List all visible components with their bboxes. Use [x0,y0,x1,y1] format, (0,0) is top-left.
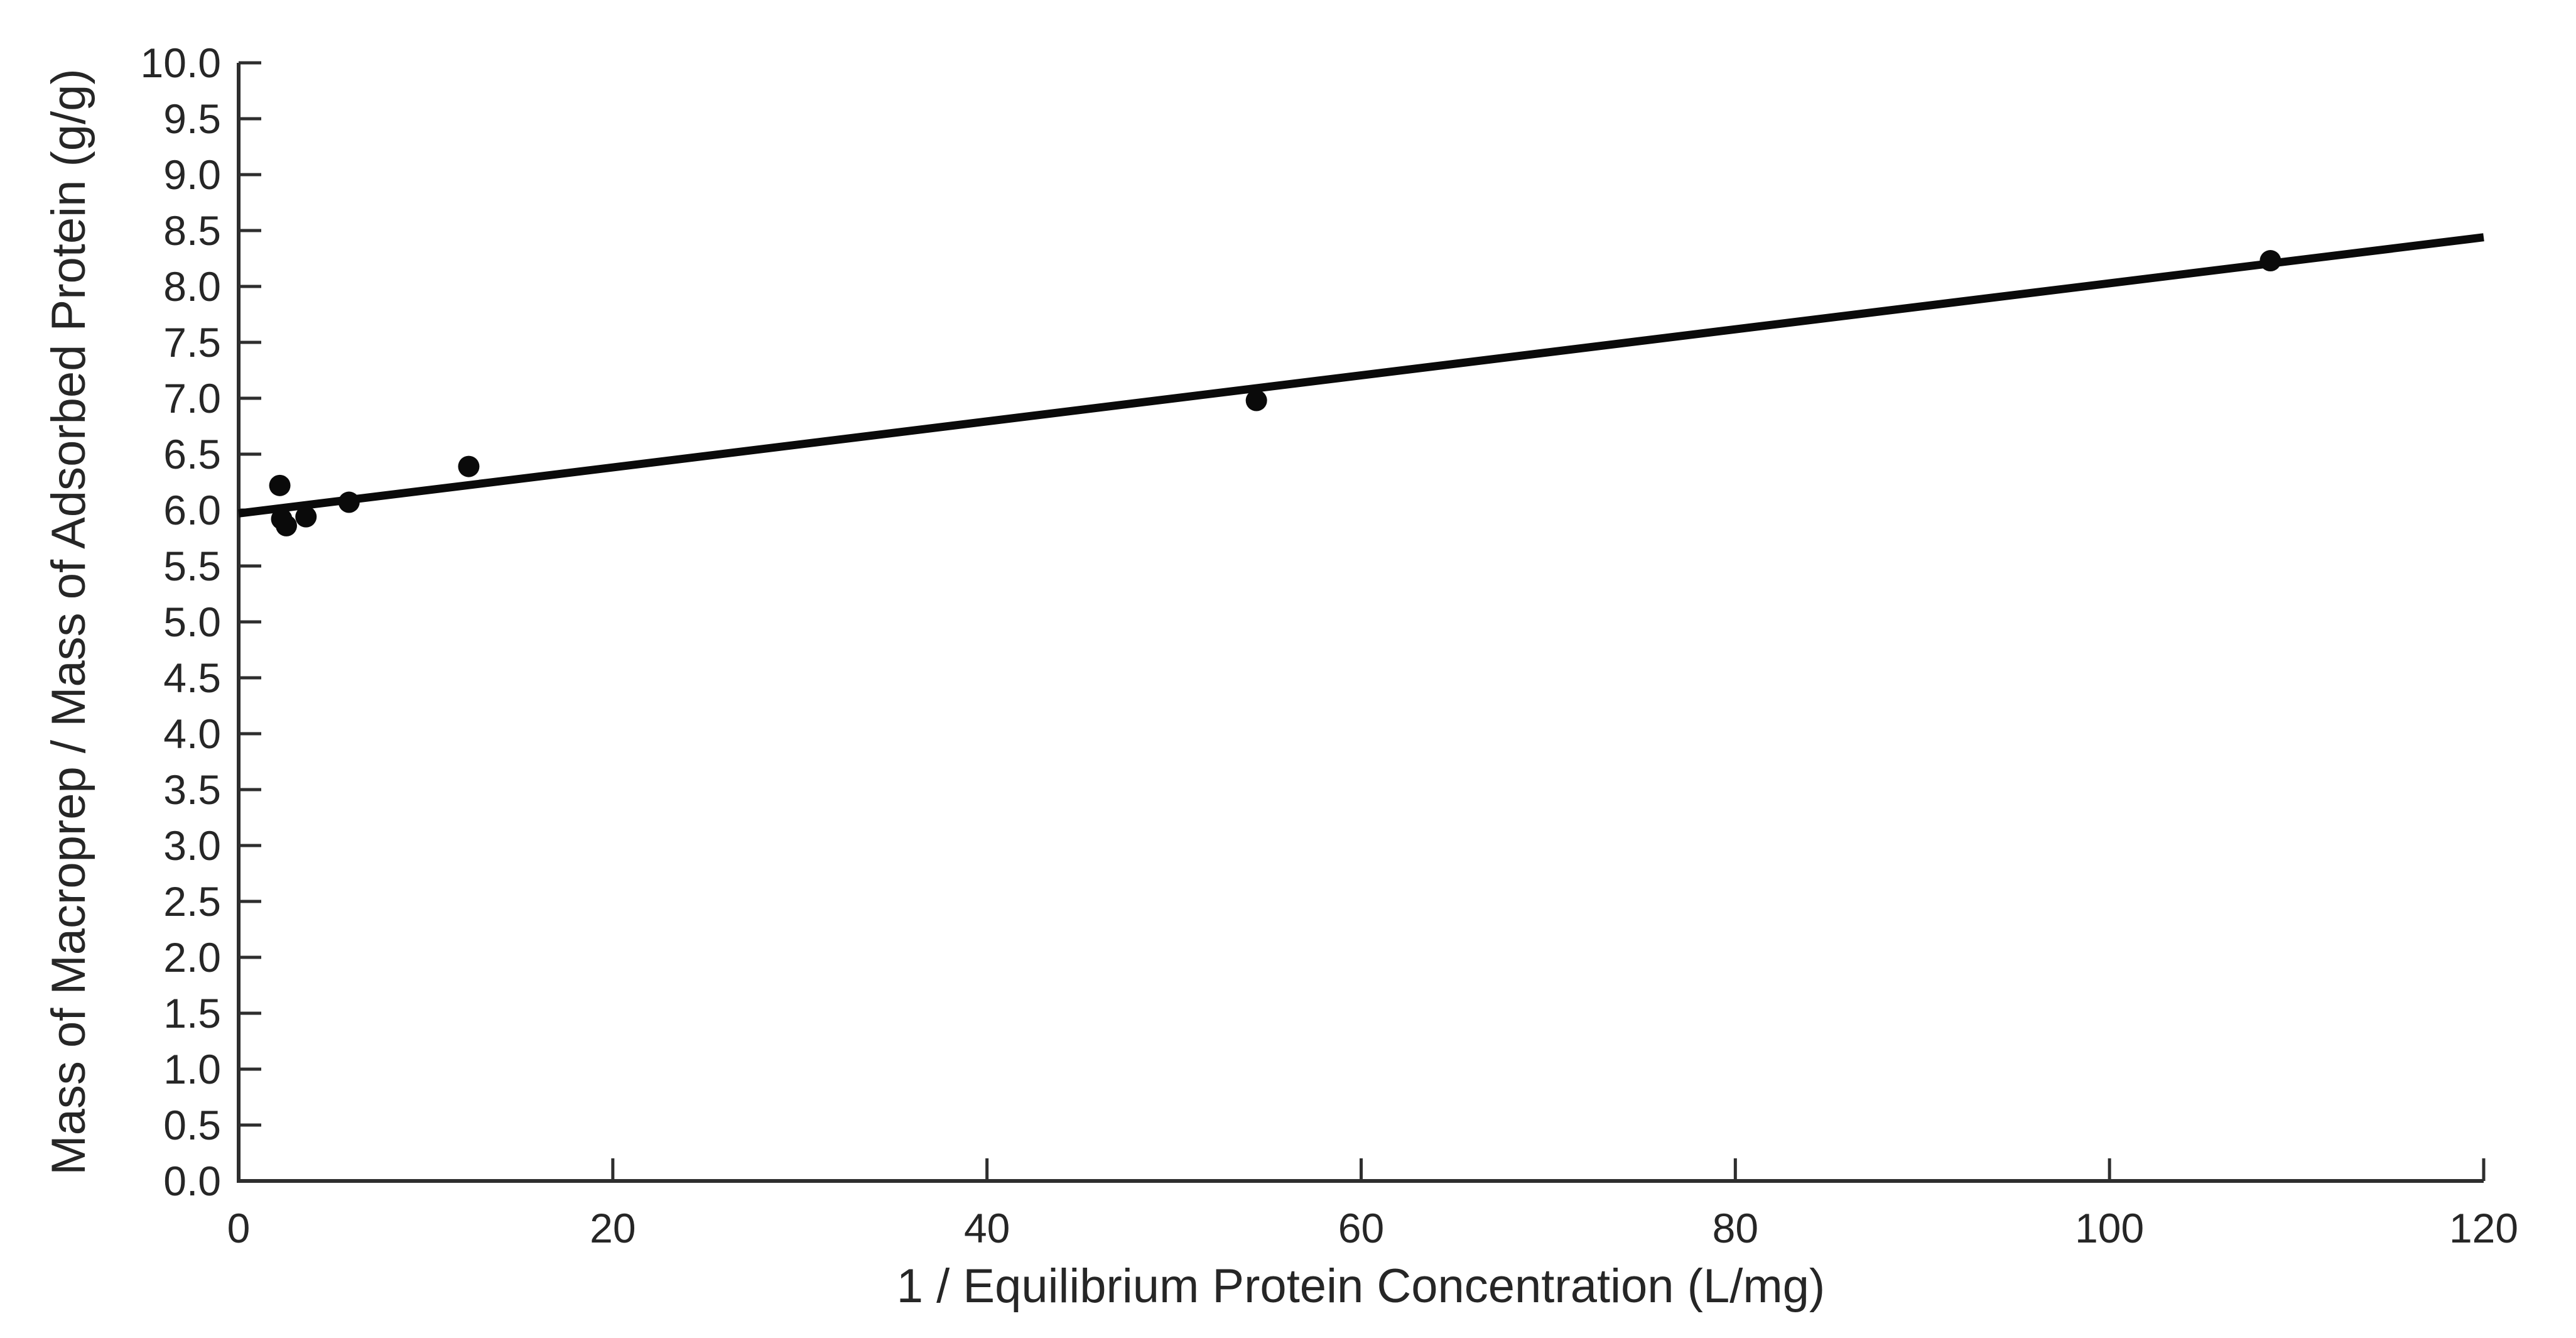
data-point [269,474,291,496]
y-tick-label: 7.5 [163,319,221,366]
data-point [295,506,317,528]
y-axis-title: Mass of Macroprep / Mass of Adsorbed Pro… [42,68,95,1175]
x-tick-label: 100 [2075,1205,2144,1251]
x-tick-label: 0 [227,1205,251,1251]
y-tick-label: 3.5 [163,766,221,813]
y-tick-label: 7.0 [163,375,221,422]
y-tick-label: 10.0 [141,40,221,86]
data-point [458,455,480,477]
y-tick-label: 1.5 [163,990,221,1036]
y-tick-label: 9.5 [163,95,221,142]
plot-area: 0.0 0.5 1.0 1.5 2.0 2.5 3.0 3.5 4.0 4.5 5.0 5.5 6.0 6… [141,40,2519,1251]
y-tick-label: 9.0 [163,151,221,198]
data-point [275,514,297,536]
data-point [1245,389,1267,411]
y-tick-label: 3.0 [163,822,221,869]
x-tick-label: 120 [2449,1205,2518,1251]
x-tick-label: 80 [1713,1205,1758,1251]
y-tick-label: 8.5 [163,207,221,254]
y-tick-label: 6.0 [163,487,221,533]
y-tick-label: 8.0 [163,263,221,310]
y-tick-label: 1.0 [163,1046,221,1092]
fit-line [238,233,2484,518]
x-tick-label: 60 [1338,1205,1384,1251]
y-tick-label: 4.5 [163,655,221,701]
y-tick-label: 2.5 [163,878,221,925]
y-tick-label: 0.0 [163,1158,221,1204]
data-point [2259,250,2281,272]
x-tick-label: 40 [964,1205,1010,1251]
y-tick-label: 5.5 [163,543,221,589]
y-tick-label: 5.0 [163,599,221,645]
y-tick-label: 6.5 [163,431,221,477]
y-tick-label: 0.5 [163,1102,221,1148]
y-tick-label: 2.0 [163,934,221,981]
data-point [338,491,360,513]
x-axis-title: 1 / Equilibrium Protein Concentration (L… [897,1259,1825,1313]
y-tick-label: 4.0 [163,710,221,757]
x-tick-label: 20 [590,1205,636,1251]
